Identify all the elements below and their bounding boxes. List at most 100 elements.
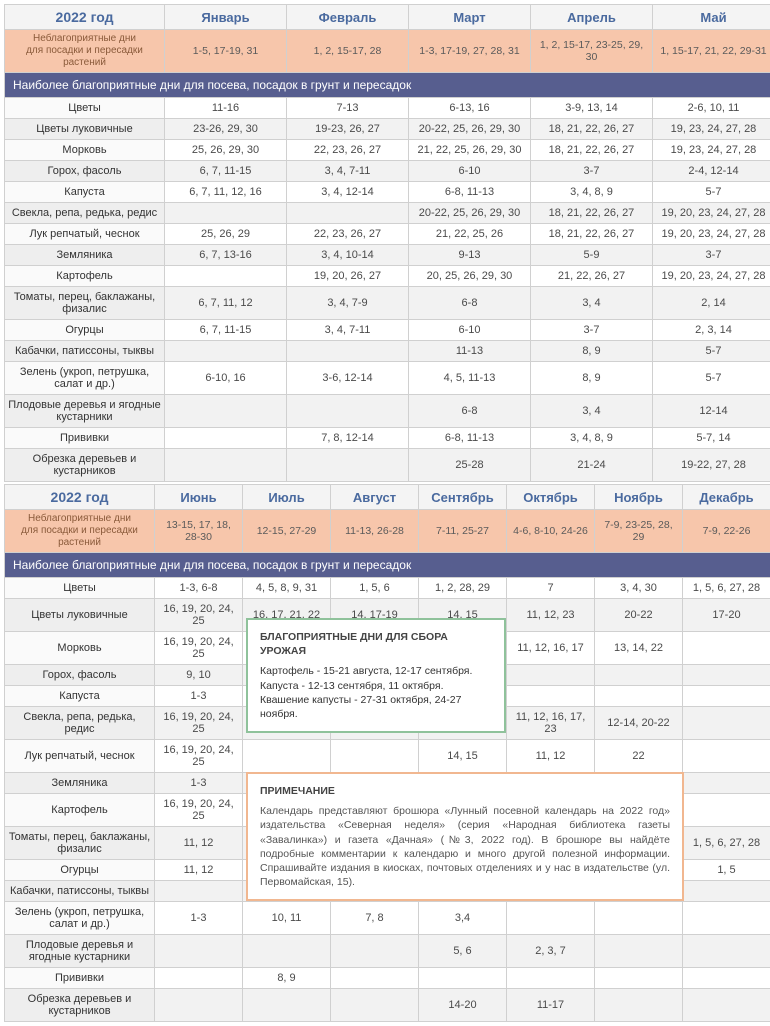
row-label: Обрезка деревьев и кустарников	[5, 989, 155, 1022]
bad-days: 1-3, 17-19, 27, 28, 31	[409, 30, 531, 73]
section-title: Наиболее благоприятные дни для посева, п…	[5, 73, 770, 98]
value-cell: 6, 7, 13-16	[165, 245, 287, 266]
row-label: Прививки	[5, 428, 165, 449]
row-label: Цветы луковичные	[5, 119, 165, 140]
value-cell: 7	[507, 578, 595, 599]
harvest-line: Картофель - 15-21 августа, 12-17 сентябр…	[260, 664, 492, 678]
value-cell	[507, 665, 595, 686]
row-label: Зелень (укроп, петрушка, салат и др.)	[5, 902, 155, 935]
value-cell	[595, 686, 683, 707]
bottom-table: 2022 год Июнь Июль Август Сентябрь Октяб…	[4, 484, 770, 1022]
value-cell: 19, 20, 23, 24, 27, 28	[653, 203, 770, 224]
value-cell: 2, 3, 14	[653, 320, 770, 341]
value-cell: 6, 7, 11-15	[165, 161, 287, 182]
value-cell	[243, 989, 331, 1022]
value-cell: 14, 15	[419, 740, 507, 773]
value-cell: 9, 10	[155, 665, 243, 686]
value-cell: 18, 21, 22, 26, 27	[531, 140, 653, 161]
month: Ноябрь	[595, 485, 683, 510]
table-row: Плодовые деревья и ягодные кустарники6-8…	[5, 395, 770, 428]
value-cell: 11, 12	[155, 860, 243, 881]
value-cell: 1-3	[155, 686, 243, 707]
value-cell: 19, 20, 23, 24, 27, 28	[653, 224, 770, 245]
value-cell: 3, 4, 7-9	[287, 287, 409, 320]
row-label: Свекла, репа, редька, редис	[5, 707, 155, 740]
value-cell: 3, 4, 7-11	[287, 320, 409, 341]
value-cell: 16, 19, 20, 24, 25	[155, 632, 243, 665]
value-cell: 2-4, 12-14	[653, 161, 770, 182]
table-row: Лук репчатый, чеснок16, 19, 20, 24, 2514…	[5, 740, 770, 773]
value-cell: 5-7, 14	[653, 428, 770, 449]
table-row: Томаты, перец, баклажаны, физалис6, 7, 1…	[5, 287, 770, 320]
value-cell: 3, 4, 30	[595, 578, 683, 599]
top-header-row: 2022 год Январь Февраль Март Апрель Май	[5, 5, 770, 30]
value-cell: 6-8, 11-13	[409, 428, 531, 449]
value-cell: 8, 9	[243, 968, 331, 989]
row-label: Огурцы	[5, 320, 165, 341]
month: Октябрь	[507, 485, 595, 510]
value-cell	[683, 707, 770, 740]
value-cell: 2-6, 10, 11	[653, 98, 770, 119]
value-cell	[165, 203, 287, 224]
bad-days: 1, 2, 15-17, 23-25, 29, 30	[531, 30, 653, 73]
value-cell	[165, 341, 287, 362]
value-cell	[155, 881, 243, 902]
bad-days: 1-5, 17-19, 31	[165, 30, 287, 73]
value-cell: 7-13	[287, 98, 409, 119]
value-cell: 22, 23, 26, 27	[287, 140, 409, 161]
top-bad-row: Неблагоприятные дни для посадки и переса…	[5, 30, 770, 73]
value-cell	[331, 968, 419, 989]
value-cell: 6, 7, 11, 12	[165, 287, 287, 320]
harvest-line: Капуста - 12-13 сентября, 11 октября.	[260, 679, 492, 693]
value-cell	[683, 968, 770, 989]
value-cell	[507, 968, 595, 989]
row-label: Капуста	[5, 686, 155, 707]
value-cell: 25-28	[409, 449, 531, 482]
value-cell: 3-6, 12-14	[287, 362, 409, 395]
row-label: Цветы	[5, 98, 165, 119]
value-cell	[287, 449, 409, 482]
value-cell: 11, 12	[507, 740, 595, 773]
row-label: Картофель	[5, 794, 155, 827]
value-cell: 1-3	[155, 773, 243, 794]
table-row: Обрезка деревьев и кустарников14-2011-17	[5, 989, 770, 1022]
value-cell: 1, 2, 28, 29	[419, 578, 507, 599]
table-row: Земляника6, 7, 13-163, 4, 10-149-135-93-…	[5, 245, 770, 266]
value-cell: 4, 5, 11-13	[409, 362, 531, 395]
year-cell: 2022 год	[5, 485, 155, 510]
value-cell: 3, 4, 8, 9	[531, 182, 653, 203]
value-cell	[155, 935, 243, 968]
table-row: Прививки8, 9	[5, 968, 770, 989]
row-label: Кабачки, патиссоны, тыквы	[5, 881, 155, 902]
value-cell	[287, 395, 409, 428]
value-cell	[165, 395, 287, 428]
row-label: Морковь	[5, 140, 165, 161]
value-cell: 3, 4, 10-14	[287, 245, 409, 266]
value-cell: 3, 4	[531, 395, 653, 428]
value-cell: 3, 4, 8, 9	[531, 428, 653, 449]
value-cell: 17-20	[683, 599, 770, 632]
value-cell: 5-9	[531, 245, 653, 266]
value-cell	[165, 266, 287, 287]
value-cell	[683, 686, 770, 707]
table-row: Зелень (укроп, петрушка, салат и др.)6-1…	[5, 362, 770, 395]
month: Декабрь	[683, 485, 770, 510]
value-cell	[683, 881, 770, 902]
bad-days-label: Неблагоприятные дни для посадки и переса…	[5, 30, 165, 73]
value-cell: 6-8	[409, 287, 531, 320]
value-cell: 21-24	[531, 449, 653, 482]
value-cell: 11, 12, 16, 17, 23	[507, 707, 595, 740]
value-cell: 6, 7, 11, 12, 16	[165, 182, 287, 203]
bad-days: 7-11, 25-27	[419, 510, 507, 553]
table-row: Картофель19, 20, 26, 2720, 25, 26, 29, 3…	[5, 266, 770, 287]
row-label: Зелень (укроп, петрушка, салат и др.)	[5, 362, 165, 395]
value-cell	[595, 935, 683, 968]
row-label: Горох, фасоль	[5, 665, 155, 686]
value-cell: 19, 23, 24, 27, 28	[653, 140, 770, 161]
value-cell: 3, 4, 7-11	[287, 161, 409, 182]
table-row: Огурцы6, 7, 11-153, 4, 7-116-103-72, 3, …	[5, 320, 770, 341]
value-cell	[155, 968, 243, 989]
year-cell: 2022 год	[5, 5, 165, 30]
value-cell: 22, 23, 26, 27	[287, 224, 409, 245]
value-cell	[595, 968, 683, 989]
